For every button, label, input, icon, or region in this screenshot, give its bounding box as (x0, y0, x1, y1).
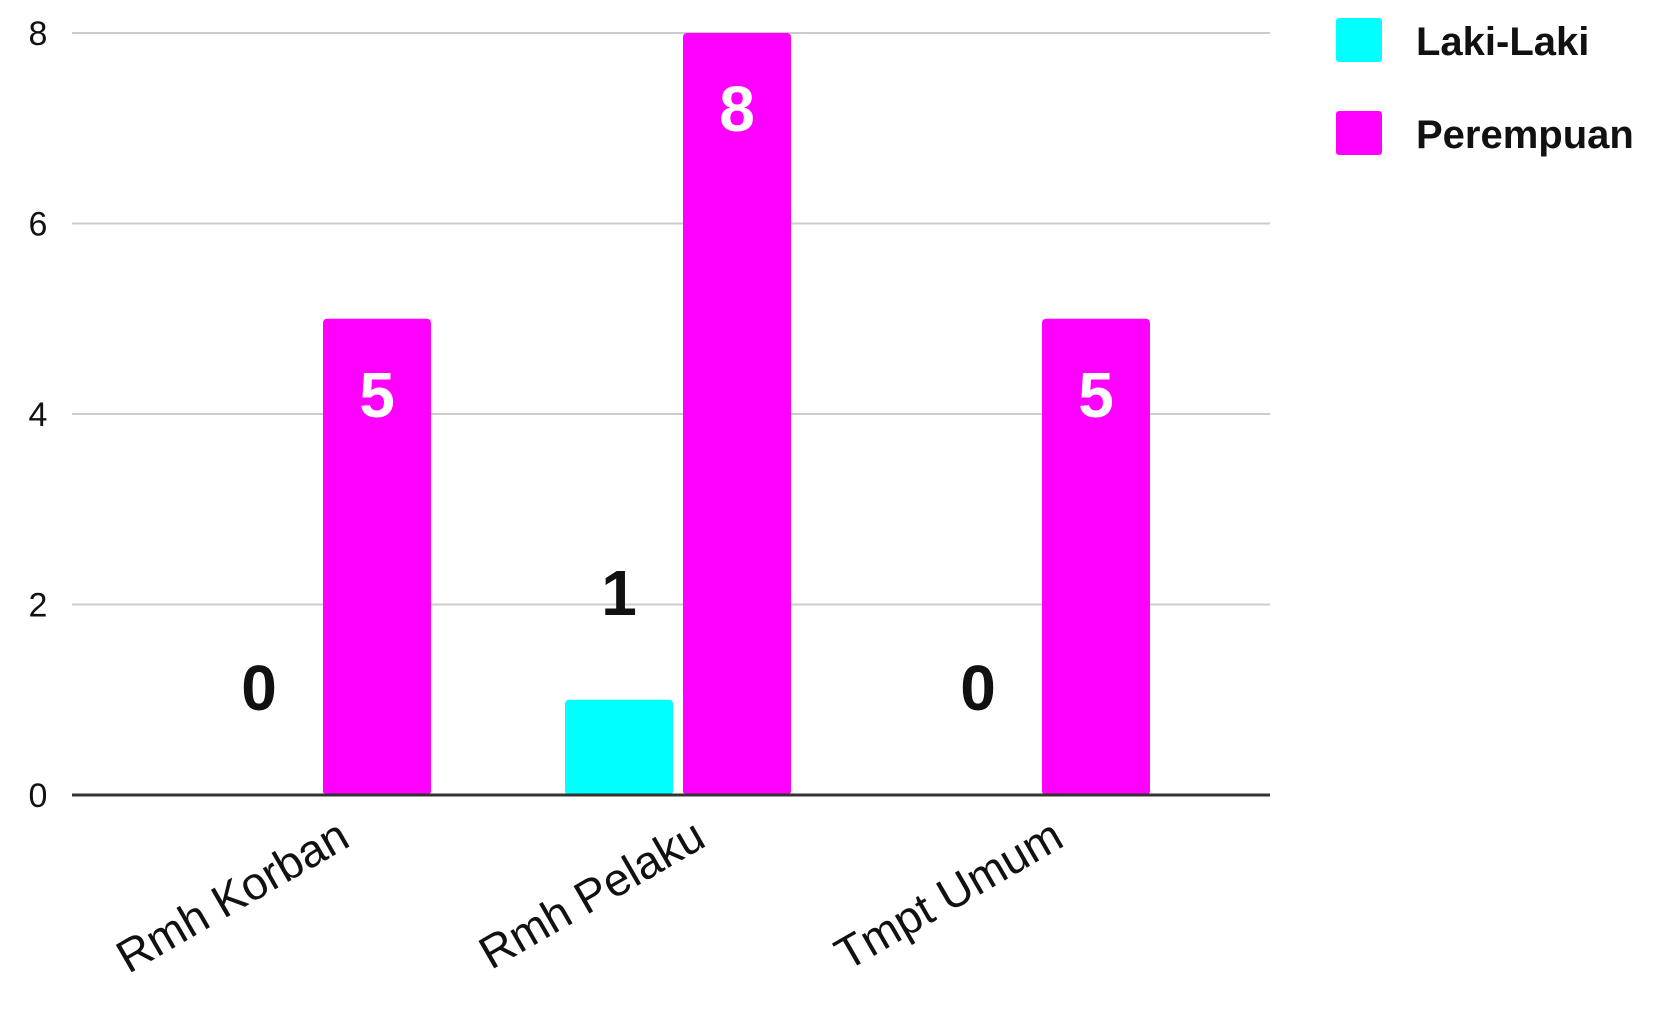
data-label: 5 (1078, 359, 1114, 431)
bar-perempuan (323, 318, 431, 795)
data-labels: 0 5 1 8 0 5 (241, 73, 1114, 724)
y-axis-ticks: 0 2 4 6 8 (29, 15, 48, 815)
legend-label: Laki-Laki (1416, 20, 1589, 64)
bar-perempuan (1042, 318, 1150, 795)
x-category-label: Rmh Korban (107, 809, 357, 983)
data-label: 0 (960, 652, 996, 724)
data-label: 8 (719, 73, 755, 145)
legend: Laki-Laki Perempuan (1336, 18, 1634, 157)
y-tick-label: 2 (29, 587, 48, 625)
x-category-label: Rmh Pelaku (470, 809, 713, 979)
legend-swatch (1336, 18, 1382, 62)
data-label: 1 (601, 557, 637, 629)
y-tick-label: 0 (29, 777, 48, 815)
x-axis-labels: Rmh Korban Rmh Pelaku Tmpt Umum (107, 809, 1071, 983)
y-tick-label: 4 (29, 396, 48, 434)
x-category-label: Tmpt Umum (826, 809, 1071, 981)
bar-perempuan (683, 33, 791, 795)
legend-label: Perempuan (1416, 113, 1634, 157)
y-tick-label: 8 (29, 15, 48, 53)
legend-swatch (1336, 111, 1382, 155)
data-label: 5 (359, 359, 395, 431)
data-label: 0 (241, 652, 277, 724)
bar-laki-laki (565, 699, 673, 795)
y-tick-label: 6 (29, 206, 48, 244)
bars (323, 33, 1150, 795)
